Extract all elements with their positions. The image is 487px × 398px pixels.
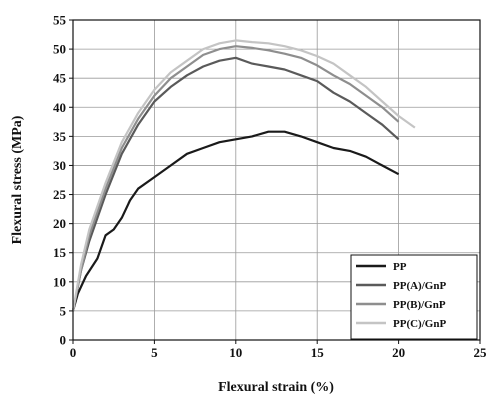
- x-tick-label: 5: [151, 345, 158, 360]
- y-tick-label: 30: [53, 158, 66, 173]
- legend: PP PP(A)/GnP PP(B)/GnP PP(C)/GnP: [350, 254, 478, 340]
- x-tick-label: 20: [392, 345, 405, 360]
- legend-label-pp-a-gnp: PP(A)/GnP: [393, 280, 446, 292]
- series-line-pp-a-gnp: [71, 56, 400, 312]
- legend-box: [350, 254, 478, 340]
- series-line-pp-b-gnp: [71, 45, 400, 312]
- x-tick-label: 25: [474, 345, 487, 360]
- y-tick-label: 0: [60, 333, 67, 348]
- y-tick-label: 45: [53, 71, 67, 86]
- y-tick-label: 25: [53, 187, 67, 202]
- series-lines: [71, 39, 416, 312]
- x-tick-label: 15: [311, 345, 325, 360]
- y-tick-label: 55: [53, 13, 67, 28]
- axis-ticks: 0 5 10 15 20 25 0 5 10 15 20 25 30 35 40 45 50 55: [53, 13, 487, 361]
- legend-label-pp: PP: [393, 261, 407, 273]
- y-tick-label: 15: [53, 245, 67, 260]
- series-line-pp: [71, 130, 400, 312]
- plot-frame: [72, 19, 481, 341]
- y-tick-label: 50: [53, 42, 66, 57]
- grid: [73, 20, 480, 340]
- x-axis-title: Flexural strain (%): [218, 380, 334, 395]
- y-tick-label: 5: [60, 303, 67, 318]
- y-tick-label: 35: [53, 129, 67, 144]
- y-tick-label: 40: [53, 100, 66, 115]
- y-tick-label: 10: [53, 274, 66, 289]
- legend-label-pp-b-gnp: PP(B)/GnP: [393, 299, 446, 311]
- legend-label-pp-c-gnp: PP(C)/GnP: [393, 318, 446, 330]
- x-tick-label: 0: [70, 345, 77, 360]
- series-line-pp-c-gnp: [71, 39, 416, 312]
- x-tick-label: 10: [229, 345, 242, 360]
- y-axis-title: Flexural stress (MPa): [10, 115, 25, 244]
- y-tick-label: 20: [53, 216, 66, 231]
